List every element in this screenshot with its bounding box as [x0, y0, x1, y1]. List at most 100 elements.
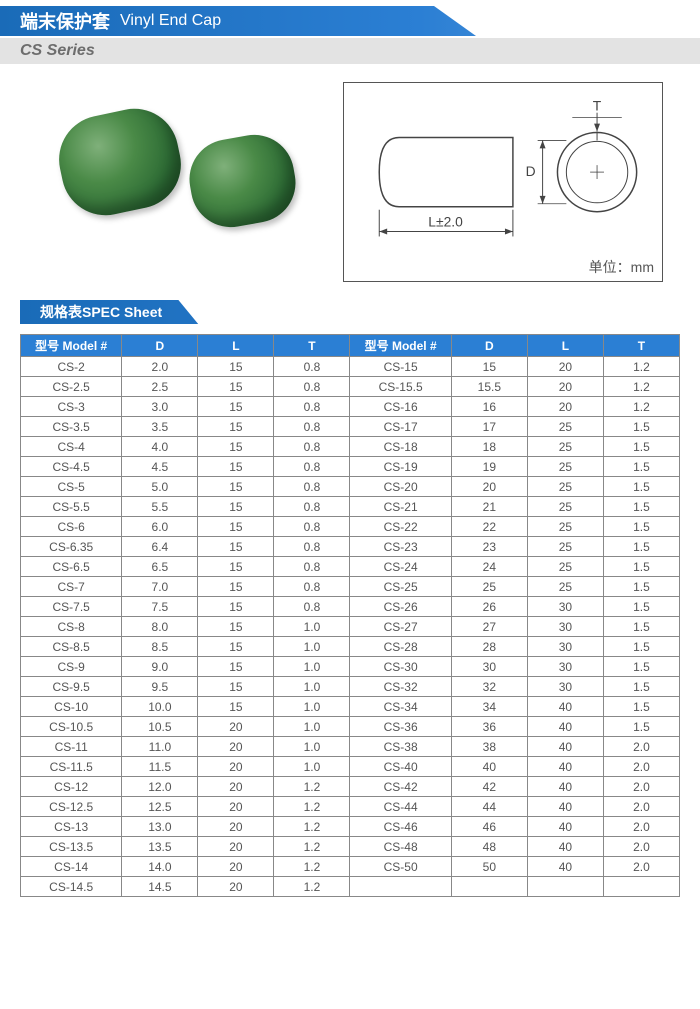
table-cell: CS-24 [350, 557, 451, 577]
table-cell: 11.0 [122, 737, 198, 757]
table-cell: 1.5 [603, 497, 679, 517]
table-cell: 15 [198, 557, 274, 577]
table-header-cell: L [527, 335, 603, 357]
table-cell: 1.2 [603, 357, 679, 377]
table-cell: 40 [451, 757, 527, 777]
table-cell: 1.5 [603, 657, 679, 677]
table-cell: 13.5 [122, 837, 198, 857]
table-row: CS-99.0151.0CS-3030301.5 [21, 657, 680, 677]
table-cell: 3.5 [122, 417, 198, 437]
table-cell: 32 [451, 677, 527, 697]
table-cell: 12.0 [122, 777, 198, 797]
table-cell: 15 [198, 597, 274, 617]
table-cell: 0.8 [274, 497, 350, 517]
table-cell: CS-12 [21, 777, 122, 797]
table-cell: 30 [527, 677, 603, 697]
table-cell: 40 [527, 697, 603, 717]
table-cell: 44 [451, 797, 527, 817]
table-cell: 1.5 [603, 697, 679, 717]
table-cell: CS-14 [21, 857, 122, 877]
table-row: CS-14.514.5201.2 [21, 877, 680, 897]
table-cell: CS-3 [21, 397, 122, 417]
table-cell: 15 [198, 657, 274, 677]
table-cell: 20 [527, 397, 603, 417]
table-header-cell: L [198, 335, 274, 357]
table-cell: 20 [198, 757, 274, 777]
spec-table-container: 型号 Model #DLT型号 Model #DLT CS-22.0150.8C… [20, 334, 680, 897]
table-header-cell: D [451, 335, 527, 357]
table-row: CS-6.56.5150.8CS-2424251.5 [21, 557, 680, 577]
table-cell: 1.0 [274, 657, 350, 677]
table-row: CS-1313.0201.2CS-4646402.0 [21, 817, 680, 837]
table-cell: CS-8 [21, 617, 122, 637]
unit-label: 单位：mm [589, 257, 654, 277]
table-cell: 40 [527, 797, 603, 817]
table-cell: CS-44 [350, 797, 451, 817]
table-cell: CS-11 [21, 737, 122, 757]
table-cell: 23 [451, 537, 527, 557]
table-cell: 26 [451, 597, 527, 617]
table-cell: 1.5 [603, 577, 679, 597]
table-cell: 1.0 [274, 637, 350, 657]
table-cell: 27 [451, 617, 527, 637]
table-row: CS-1414.0201.2CS-5050402.0 [21, 857, 680, 877]
table-cell: CS-40 [350, 757, 451, 777]
table-cell: 0.8 [274, 577, 350, 597]
title-bar: 端末保护套 Vinyl End Cap [0, 6, 700, 36]
table-row: CS-88.0151.0CS-2727301.5 [21, 617, 680, 637]
table-cell: 15 [198, 637, 274, 657]
table-cell: 18 [451, 437, 527, 457]
table-cell: 8.0 [122, 617, 198, 637]
table-cell: 2.0 [603, 837, 679, 857]
table-row: CS-44.0150.8CS-1818251.5 [21, 437, 680, 457]
table-cell: 20 [198, 857, 274, 877]
table-cell: 1.0 [274, 737, 350, 757]
table-row: CS-22.0150.8CS-1515201.2 [21, 357, 680, 377]
table-cell: 20 [527, 377, 603, 397]
table-cell: 20 [198, 817, 274, 837]
table-cell: 2.5 [122, 377, 198, 397]
table-cell: 1.5 [603, 677, 679, 697]
table-cell: CS-8.5 [21, 637, 122, 657]
table-cell: 0.8 [274, 357, 350, 377]
table-cell: 20 [198, 877, 274, 897]
table-row: CS-7.57.5150.8CS-2626301.5 [21, 597, 680, 617]
table-cell: 1.0 [274, 617, 350, 637]
table-cell: 25 [527, 557, 603, 577]
table-cell: CS-15.5 [350, 377, 451, 397]
table-cell: 42 [451, 777, 527, 797]
table-cell: 15 [198, 377, 274, 397]
table-cell: 25 [527, 497, 603, 517]
table-cell: 20 [198, 717, 274, 737]
table-row: CS-1010.0151.0CS-3434401.5 [21, 697, 680, 717]
table-cell: 30 [527, 617, 603, 637]
table-cell: 1.5 [603, 457, 679, 477]
table-cell: 40 [527, 717, 603, 737]
table-cell: 6.0 [122, 517, 198, 537]
table-cell: 0.8 [274, 557, 350, 577]
table-row: CS-77.0150.8CS-2525251.5 [21, 577, 680, 597]
table-cell: CS-16 [350, 397, 451, 417]
table-cell: 20 [198, 777, 274, 797]
table-cell: 1.5 [603, 417, 679, 437]
table-row: CS-11.511.5201.0CS-4040402.0 [21, 757, 680, 777]
table-cell: 20 [198, 797, 274, 817]
table-row: CS-55.0150.8CS-2020251.5 [21, 477, 680, 497]
table-row: CS-12.512.5201.2CS-4444402.0 [21, 797, 680, 817]
table-cell: CS-42 [350, 777, 451, 797]
table-cell: 25 [527, 417, 603, 437]
table-cell: CS-17 [350, 417, 451, 437]
table-cell: 0.8 [274, 437, 350, 457]
table-cell: 25 [527, 537, 603, 557]
table-cell: CS-21 [350, 497, 451, 517]
table-cell: 15 [198, 617, 274, 637]
table-cell: 7.0 [122, 577, 198, 597]
table-cell: CS-6.35 [21, 537, 122, 557]
table-cell: CS-10.5 [21, 717, 122, 737]
table-cell: 30 [451, 657, 527, 677]
table-cell: 40 [527, 777, 603, 797]
table-cell: 1.5 [603, 477, 679, 497]
table-cell [350, 877, 451, 897]
table-cell: 1.2 [274, 817, 350, 837]
table-cell: 2.0 [603, 737, 679, 757]
